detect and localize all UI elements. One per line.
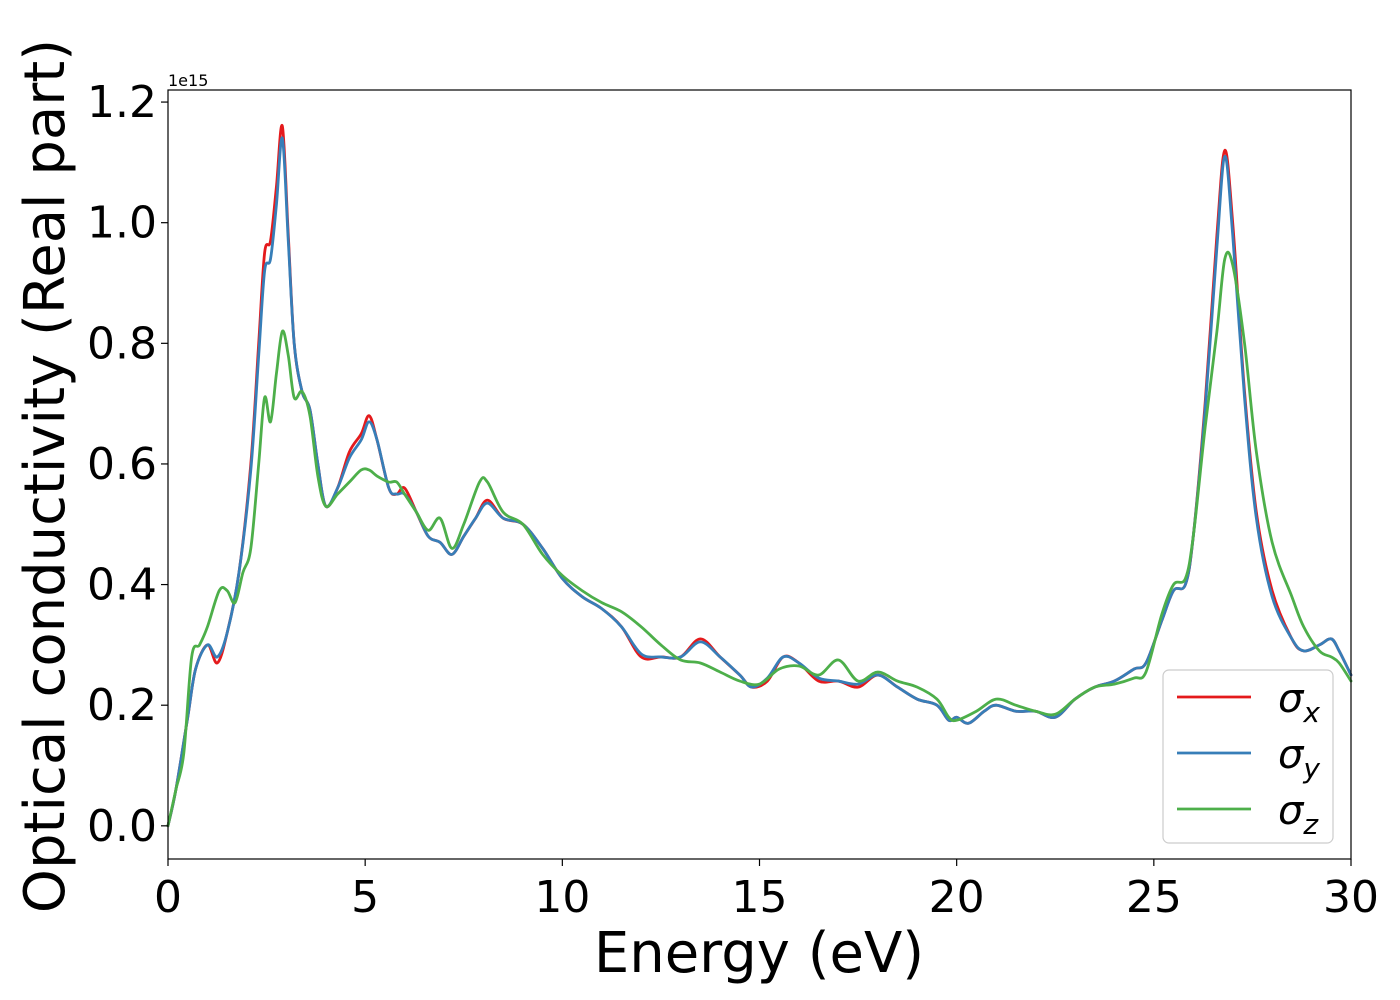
legend-symbol: σ xyxy=(1278,788,1305,834)
y-tick-label: 0.2 xyxy=(87,680,157,731)
x-tick-label: 30 xyxy=(1323,872,1379,923)
legend-box xyxy=(1162,669,1334,844)
legend-subscript: z xyxy=(1302,808,1319,841)
y-tick-label: 0.0 xyxy=(87,801,157,852)
x-tick-label: 15 xyxy=(732,872,788,923)
legend-subscript: y xyxy=(1302,752,1320,785)
legend-subscript: x xyxy=(1302,696,1320,729)
x-tick-label: 10 xyxy=(534,872,590,923)
y-tick-label: 0.8 xyxy=(87,318,157,369)
legend-label-z: σz xyxy=(1278,788,1319,841)
legend-symbol: σ xyxy=(1278,676,1305,722)
legend-label-x: σx xyxy=(1278,676,1320,729)
series-line-z xyxy=(166,250,1353,828)
y-tick-label: 1.2 xyxy=(87,77,157,128)
y-axis-title: Optical conductivity (Real part) xyxy=(13,39,78,913)
x-axis: 0 5 10 15 20 25 30 xyxy=(154,859,1379,923)
y-tick-label: 0.6 xyxy=(87,439,157,490)
y-axis: 0.0 0.2 0.4 0.6 0.8 1.0 1.2 xyxy=(87,77,168,852)
x-tick-label: 25 xyxy=(1126,872,1182,923)
series-layer xyxy=(166,124,1353,828)
y-tick-label: 1.0 xyxy=(87,198,157,249)
y-offset-label: 1e15 xyxy=(168,71,208,90)
x-tick-label: 0 xyxy=(154,872,182,923)
legend-label-y: σy xyxy=(1278,732,1320,785)
x-tick-label: 5 xyxy=(351,872,379,923)
legend-symbol: σ xyxy=(1278,732,1305,778)
x-axis-title: Energy (eV) xyxy=(594,921,924,986)
y-tick-label: 0.4 xyxy=(87,560,157,611)
x-tick-label: 20 xyxy=(929,872,985,923)
